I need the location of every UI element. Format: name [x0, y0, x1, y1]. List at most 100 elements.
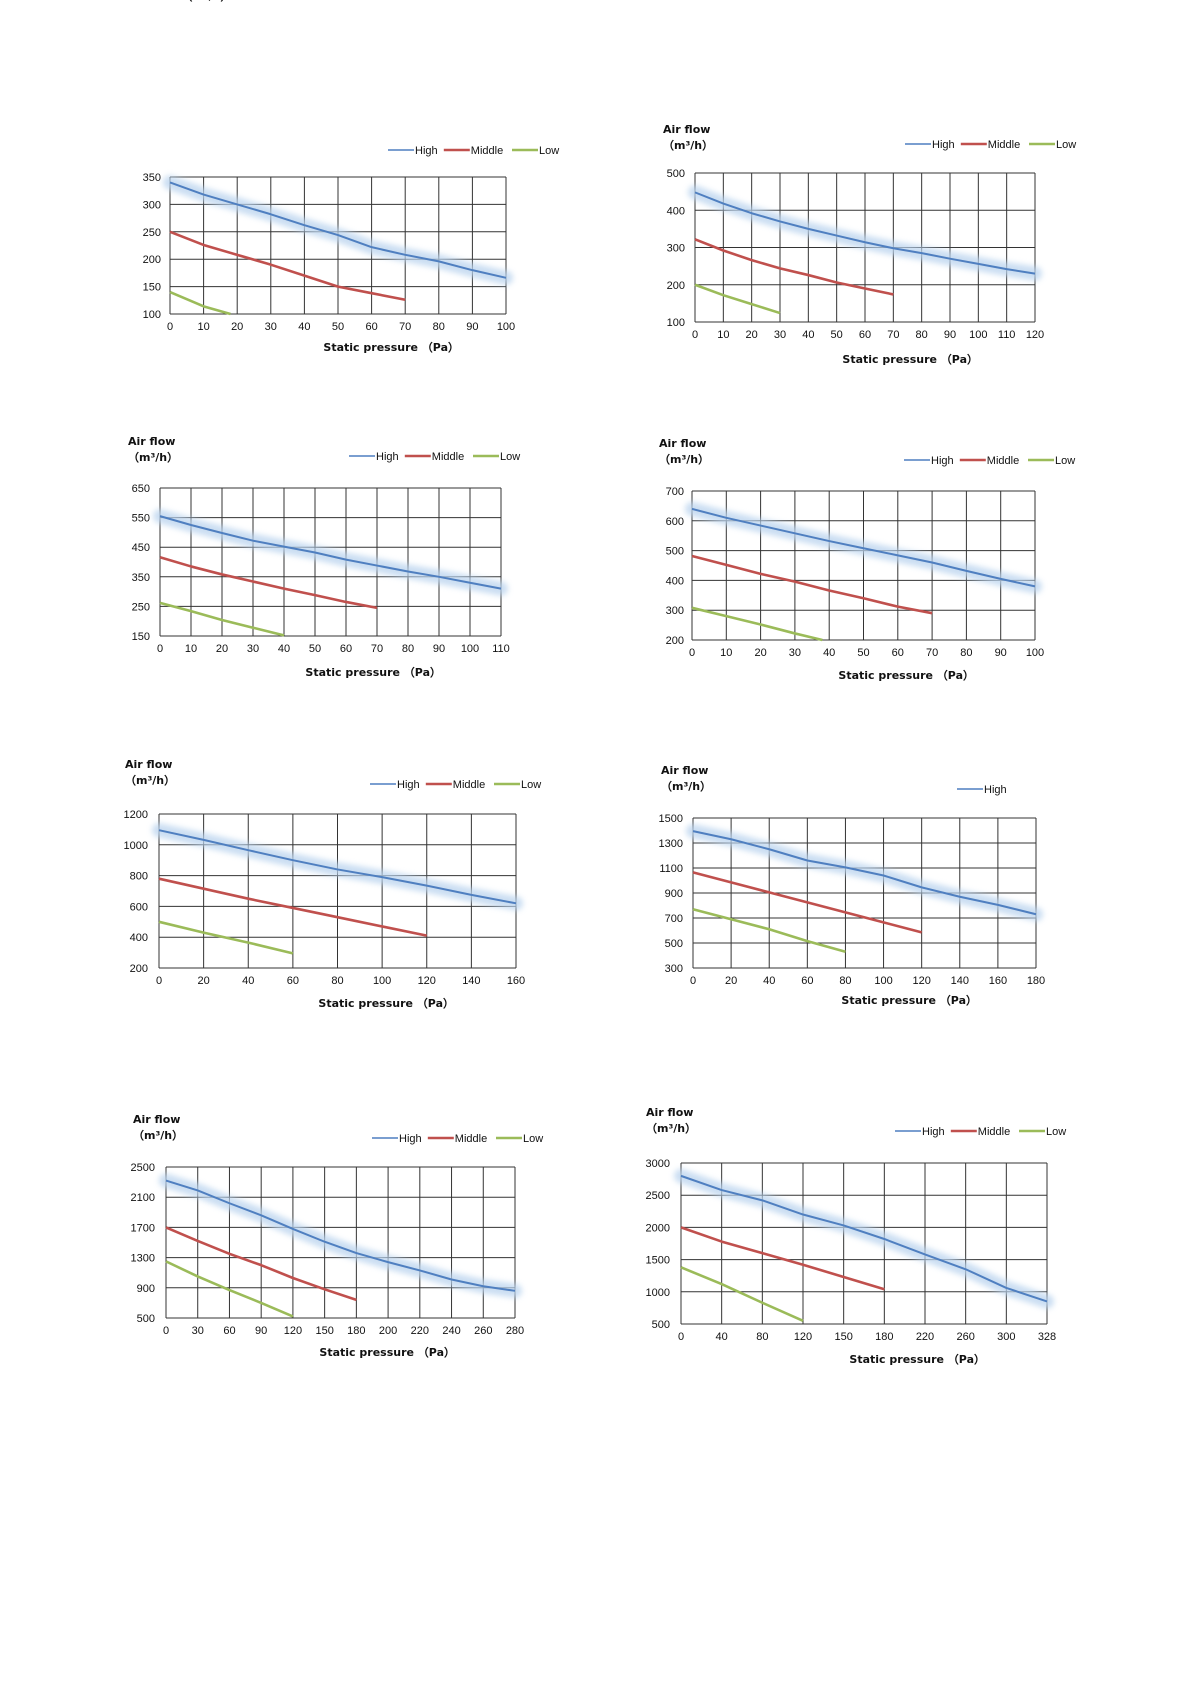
- high-series-line: [692, 830, 1037, 916]
- low-series-line: [159, 601, 285, 637]
- chart-6: Air flow （m³/h） 1500 1300 1100 900 700 500 300 0 2…: [659, 764, 1046, 1007]
- x-tick-label: 10: [720, 647, 732, 659]
- x-tick-label: 60: [340, 643, 352, 655]
- x-tick-label: 60: [859, 329, 871, 341]
- x-tick-label: 0: [689, 647, 695, 659]
- x-tick-label: 90: [466, 321, 478, 333]
- y-tick-label: 200: [666, 635, 684, 647]
- x-tick-label: 60: [892, 647, 904, 659]
- high-series-line: [158, 829, 517, 905]
- high-legend-label: High: [399, 1133, 422, 1145]
- x-tick-label: 30: [247, 643, 259, 655]
- x-tick-label: 240: [442, 1325, 460, 1337]
- x-tick-label: 0: [157, 643, 163, 655]
- x-axis-label: Static pressure （Pa）: [838, 669, 974, 682]
- x-tick-label: 200: [379, 1325, 397, 1337]
- x-tick-label: 30: [774, 329, 786, 341]
- x-tick-label: 280: [506, 1325, 524, 1337]
- middle-series-line: [165, 1226, 357, 1302]
- x-tick-label: 100: [1026, 647, 1044, 659]
- high-series-line: [169, 181, 507, 279]
- y-tick-label: 2500: [646, 1190, 670, 1202]
- x-tick-label: 20: [216, 643, 228, 655]
- high-legend-label: High: [415, 145, 438, 157]
- y-tick-label: 300: [667, 243, 685, 255]
- x-tick-label: 100: [874, 975, 892, 987]
- high-series-line: [165, 1179, 516, 1292]
- low-series-line: [165, 1260, 294, 1318]
- y-tick-label: 1700: [131, 1222, 155, 1234]
- y-tick-label: 300: [666, 605, 684, 617]
- high-legend-label: High: [932, 139, 955, 151]
- y-tick-label: 1000: [646, 1287, 670, 1299]
- x-tick-label: 90: [255, 1325, 267, 1337]
- x-tick-label: 40: [278, 643, 290, 655]
- y-tick-label: 1300: [131, 1253, 155, 1265]
- middle-series-line: [694, 238, 894, 296]
- y-axis-label: （m³/h）: [659, 453, 709, 466]
- y-tick-label: 3000: [646, 1158, 670, 1170]
- x-tick-label: 70: [399, 321, 411, 333]
- x-tick-label: 120: [418, 975, 436, 987]
- middle-series-line: [158, 877, 428, 937]
- y-tick-label: 400: [130, 932, 148, 944]
- y-tick-label: 450: [132, 542, 150, 554]
- x-tick-label: 50: [332, 321, 344, 333]
- middle-series-line: [169, 230, 406, 302]
- y-tick-label: 1500: [646, 1255, 670, 1267]
- y-tick-label: 550: [132, 513, 150, 525]
- x-tick-label: 80: [331, 975, 343, 987]
- y-tick-label: 800: [130, 871, 148, 883]
- middle-legend-label: Middle: [978, 1126, 1010, 1138]
- y-tick-label: 2000: [646, 1222, 670, 1234]
- y-tick-label: 700: [665, 913, 683, 925]
- middle-series-line: [691, 554, 933, 615]
- y-axis-label: （m³/h）: [125, 774, 175, 787]
- low-series-line: [694, 283, 781, 315]
- x-tick-label: 40: [802, 329, 814, 341]
- x-axis-label: Static pressure （Pa）: [849, 1353, 985, 1366]
- y-tick-label: 300: [665, 963, 683, 975]
- x-tick-label: 20: [746, 329, 758, 341]
- x-tick-label: 328: [1038, 1331, 1056, 1343]
- y-tick-label: 250: [132, 601, 150, 613]
- legend: High Middle Low: [905, 139, 1076, 151]
- x-tick-label: 20: [198, 975, 210, 987]
- x-tick-label: 60: [287, 975, 299, 987]
- chart-2: Air flow （m³/h） 500 400 300 200 100 0 10 20 30 40 50…: [663, 123, 1076, 366]
- low-series-line: [169, 290, 231, 316]
- low-legend-label: Low: [539, 145, 559, 157]
- y-axis-label: （m³/h）: [646, 1122, 696, 1135]
- x-tick-label: 150: [315, 1325, 333, 1337]
- y-tick-label: 500: [652, 1319, 670, 1331]
- y-tick-label: 500: [667, 168, 685, 180]
- x-tick-label: 150: [834, 1331, 852, 1343]
- y-tick-label: 500: [137, 1313, 155, 1325]
- y-tick-label: 150: [143, 282, 161, 294]
- x-axis-label: Static pressure （Pa）: [323, 341, 459, 354]
- middle-series-line: [680, 1226, 885, 1291]
- low-legend-label: Low: [521, 779, 541, 791]
- y-axis-label: Air flow: [661, 764, 708, 777]
- y-tick-label: 350: [132, 572, 150, 584]
- middle-legend-label: Middle: [432, 451, 464, 463]
- x-tick-label: 40: [298, 321, 310, 333]
- x-tick-label: 60: [223, 1325, 235, 1337]
- x-tick-label: 20: [725, 975, 737, 987]
- y-tick-label: 500: [665, 938, 683, 950]
- middle-series-line: [692, 871, 922, 934]
- x-tick-label: 40: [242, 975, 254, 987]
- y-tick-label: 2500: [131, 1162, 155, 1174]
- y-tick-label: 400: [667, 205, 685, 217]
- y-axis-label: （m³/h）: [128, 451, 178, 464]
- x-tick-label: 50: [309, 643, 321, 655]
- x-tick-label: 10: [197, 321, 209, 333]
- x-tick-label: 100: [497, 321, 515, 333]
- x-tick-label: 10: [185, 643, 197, 655]
- x-tick-label: 40: [763, 975, 775, 987]
- low-legend-label: Low: [1055, 455, 1075, 467]
- low-series-line: [158, 920, 294, 955]
- high-series-line: [680, 1174, 1048, 1303]
- low-legend-label: Low: [500, 451, 520, 463]
- y-axis-label: Air flow: [125, 758, 172, 771]
